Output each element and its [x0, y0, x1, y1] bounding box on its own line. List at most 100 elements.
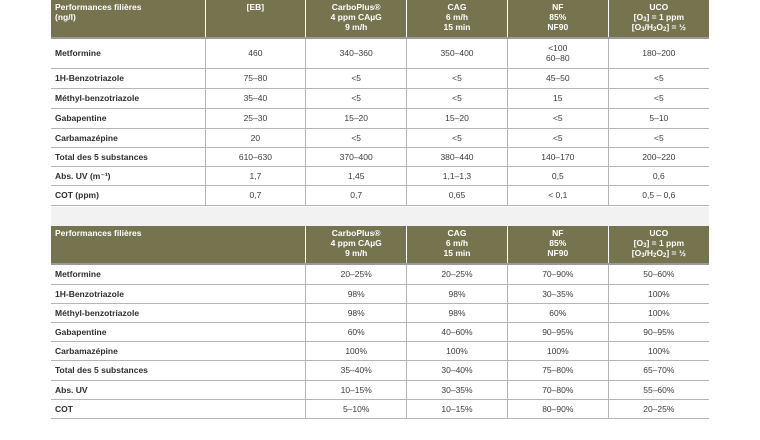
table-cell: <5	[607, 88, 709, 109]
header-line: 15 min	[443, 22, 471, 32]
table-cell: 50–60%	[607, 263, 709, 285]
header-performances: Performances filières	[51, 226, 306, 264]
header-line: [O3/H2O2] = ½	[631, 22, 686, 33]
table-row: Carbamazépine 100% 100% 100% 100%	[51, 341, 709, 361]
header-line: 4 ppm CAµG	[330, 12, 382, 22]
table-row: Metformine 460 340–360 350–400 <100 60–80 180…	[51, 37, 709, 69]
table-cell: <5	[506, 128, 609, 148]
row-label: Carbamazépine	[51, 341, 306, 361]
table-cell: 100%	[406, 341, 508, 361]
table-cell: 15–20	[406, 108, 508, 129]
row-label: Gabapentine	[51, 322, 306, 342]
table-row: COT (ppm) 0,7 0,7 0,65 < 0,1 0,5 – 0,6	[51, 185, 709, 206]
header-line: CAG	[447, 228, 467, 238]
header-nf: NF 85% NF90	[506, 226, 609, 264]
table-cell: <5	[305, 128, 407, 148]
table-cell: <100 60–80	[506, 37, 609, 69]
table-row: Abs. UV (m⁻¹) 1,7 1,45 1,1–1,3 0,5 0,6	[51, 166, 709, 186]
table-cell: 0,65	[406, 185, 508, 206]
row-label: COT (ppm)	[51, 185, 205, 206]
header-uco: UCO [O3] = 1 ppm [O3/H2O2] = ½	[607, 226, 709, 264]
table-cell: 90–95%	[506, 322, 609, 342]
header-carboplus: CarboPlus® 4 ppm CAµG 9 m/h	[305, 0, 407, 38]
table-cell: <5	[406, 128, 508, 148]
table-cell: 100%	[607, 341, 709, 361]
header-eb: [EB]	[204, 0, 306, 38]
header-line: Performances filières	[55, 228, 142, 238]
table-cell: 5–10%	[305, 399, 407, 419]
table-cell: <5	[406, 88, 508, 109]
header-line: NF	[552, 2, 564, 12]
table-cell: 0,6	[607, 166, 709, 186]
header-line: 4 ppm CAµG	[330, 238, 382, 248]
table-cell: 10–15%	[305, 380, 407, 400]
table-cell: 98%	[305, 303, 407, 323]
row-label: COT	[51, 399, 306, 419]
table-cell: <5	[305, 68, 407, 89]
header-nf: NF 85% NF90	[506, 0, 609, 38]
table-cell: 25–30	[204, 108, 306, 129]
header-line: 6 m/h	[445, 238, 469, 248]
header-line: 6 m/h	[445, 12, 469, 22]
row-label: Total des 5 substances	[51, 147, 205, 167]
table-cell: 1,45	[305, 166, 407, 186]
table-cell: <5	[506, 108, 609, 129]
row-label: Metformine	[51, 263, 306, 285]
table-cell: 30–40%	[406, 360, 508, 381]
table-body-ng: Metformine 460 340–360 350–400 <100 60–80 180…	[51, 37, 709, 206]
row-label: Carbamazépine	[51, 128, 205, 148]
header-line: UCO	[649, 2, 669, 12]
table-cell: 100%	[305, 341, 407, 361]
header-line: 9 m/h	[345, 248, 368, 258]
table-body-percent: Metformine 20–25% 20–25% 70–90% 50–60% 1H-Ben…	[51, 263, 709, 419]
header-line: 85%	[549, 238, 567, 248]
row-label: Abs. UV (m⁻¹)	[51, 166, 205, 186]
table-cell: 70–90%	[506, 263, 609, 285]
header-line: 15 min	[443, 248, 471, 258]
table-cell: 20–25%	[406, 263, 508, 285]
table-cell: 20	[204, 128, 306, 148]
table-row: COT 5–10% 10–15% 80–90% 20–25%	[51, 399, 709, 419]
header-line: 9 m/h	[345, 22, 368, 32]
table-cell: 180–200	[607, 37, 709, 69]
table-cell: 340–360	[305, 37, 407, 69]
header-line: [EB]	[246, 2, 265, 12]
table-separator	[51, 207, 709, 226]
table-cell: 460	[204, 37, 306, 69]
row-label: 1H-Benzotriazole	[51, 68, 205, 89]
table-cell: 5–10	[607, 108, 709, 129]
header-line: NF90	[547, 248, 569, 258]
table-row: Total des 5 substances 610–630 370–400 380–…	[51, 147, 709, 167]
table-cell: 15–20	[305, 108, 407, 129]
table-row: 1H-Benzotriazole 98% 98% 30–35% 100%	[51, 284, 709, 304]
table-cell: <5	[406, 68, 508, 89]
row-label: Total des 5 substances	[51, 360, 306, 381]
table-cell: 30–35%	[506, 284, 609, 304]
header-cag: CAG 6 m/h 15 min	[406, 226, 508, 264]
table-row: Méthyl-benzotriazole 35–40 <5 <5 15 <5	[51, 88, 709, 109]
table-cell: 100%	[506, 341, 609, 361]
table-row: Gabapentine 60% 40–60% 90–95% 90–95%	[51, 322, 709, 342]
table-cell: 90–95%	[607, 322, 709, 342]
row-label: Metformine	[51, 37, 205, 69]
table-cell: 10–15%	[406, 399, 508, 419]
header-uco: UCO [O3] = 1 ppm [O3/H2O2] = ½	[607, 0, 709, 38]
table-cell: <5	[305, 88, 407, 109]
table-row: Metformine 20–25% 20–25% 70–90% 50–60%	[51, 263, 709, 285]
table-cell: 35–40	[204, 88, 306, 109]
table-cell: 15	[506, 88, 609, 109]
table-percent: Performances filières CarboPlus® 4 ppm C…	[51, 226, 709, 419]
header-line: 85%	[549, 12, 567, 22]
table-ng: Performances filières (ng/l) [EB] CarboP…	[51, 0, 709, 206]
performance-table-percent: Performances filières CarboPlus® 4 ppm C…	[51, 226, 709, 419]
table-header-row: Performances filières CarboPlus® 4 ppm C…	[51, 226, 709, 264]
header-line: UCO	[649, 228, 669, 238]
table-cell: 60%	[506, 303, 609, 323]
table-cell: 0,7	[204, 185, 306, 206]
table-cell: 0,7	[305, 185, 407, 206]
table-cell: 20–25%	[607, 399, 709, 419]
table-cell: 30–35%	[406, 380, 508, 400]
table-cell: 70–80%	[506, 380, 609, 400]
table-cell: 35–40%	[305, 360, 407, 381]
row-label: Méthyl-benzotriazole	[51, 88, 205, 109]
